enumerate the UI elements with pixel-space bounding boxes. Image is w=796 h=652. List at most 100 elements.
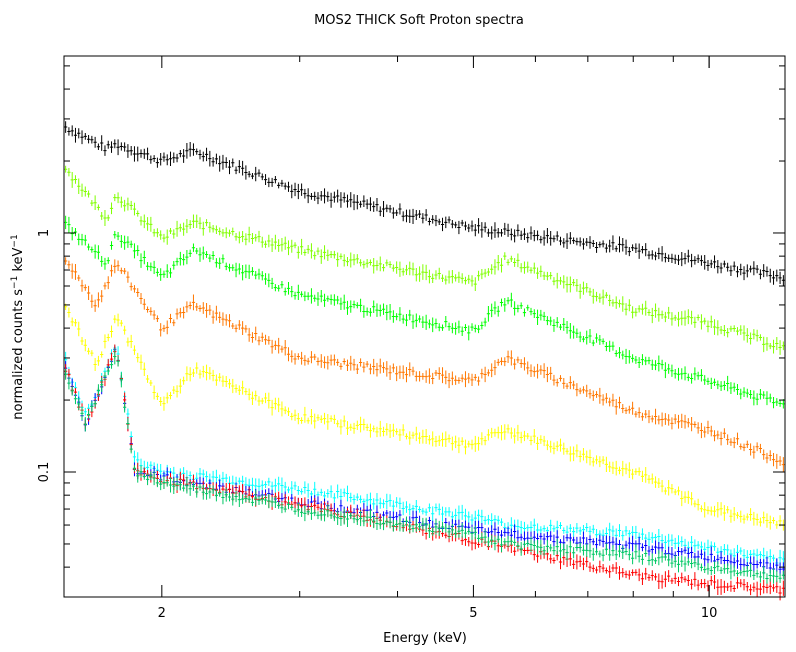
data-point bbox=[417, 266, 422, 282]
data-point bbox=[490, 363, 494, 378]
data-point bbox=[444, 275, 448, 285]
data-point bbox=[653, 534, 658, 541]
data-point bbox=[263, 273, 268, 285]
data-point bbox=[332, 512, 336, 522]
data-point bbox=[535, 539, 540, 554]
data-point bbox=[208, 305, 212, 316]
data-point bbox=[644, 410, 648, 419]
data-point bbox=[552, 557, 556, 564]
data-point bbox=[116, 313, 120, 327]
data-point bbox=[519, 302, 523, 310]
data-point bbox=[372, 258, 376, 274]
data-point bbox=[300, 488, 304, 495]
data-point bbox=[558, 438, 563, 452]
data-point bbox=[109, 202, 114, 215]
data-point bbox=[762, 511, 766, 524]
data-point bbox=[273, 284, 277, 292]
data-point bbox=[300, 351, 304, 365]
data-point bbox=[198, 305, 202, 312]
data-point bbox=[447, 507, 451, 517]
data-point bbox=[208, 150, 212, 167]
data-point bbox=[771, 568, 776, 584]
data-point bbox=[765, 452, 769, 464]
data-point bbox=[539, 526, 543, 534]
data-point bbox=[211, 485, 215, 495]
data-point bbox=[267, 273, 271, 288]
data-point bbox=[460, 437, 464, 446]
data-point bbox=[637, 305, 641, 313]
data-point bbox=[585, 556, 589, 568]
data-point bbox=[549, 440, 553, 453]
data-point bbox=[175, 153, 179, 163]
data-point bbox=[568, 541, 572, 553]
data-point bbox=[506, 350, 510, 363]
data-point bbox=[247, 388, 251, 401]
data-point bbox=[398, 428, 402, 441]
data-point bbox=[778, 573, 782, 583]
data-point bbox=[673, 489, 677, 496]
data-point bbox=[486, 228, 491, 237]
data-point bbox=[653, 540, 658, 554]
data-point bbox=[77, 128, 81, 139]
data-point bbox=[421, 373, 425, 380]
data-point bbox=[342, 358, 346, 365]
data-point bbox=[437, 267, 441, 280]
data-point bbox=[585, 543, 589, 558]
data-point bbox=[404, 366, 409, 383]
data-point bbox=[257, 396, 261, 406]
data-point bbox=[355, 514, 359, 525]
data-point bbox=[768, 268, 772, 283]
data-point bbox=[483, 222, 487, 233]
data-point bbox=[499, 537, 504, 553]
data-point bbox=[309, 288, 314, 304]
data-point bbox=[712, 574, 717, 590]
data-point bbox=[522, 228, 527, 240]
data-point bbox=[591, 390, 595, 401]
data-point bbox=[696, 498, 700, 511]
data-point bbox=[617, 466, 622, 475]
data-point bbox=[424, 508, 428, 516]
data-point bbox=[172, 260, 176, 270]
data-point bbox=[198, 247, 202, 262]
data-point bbox=[640, 553, 645, 565]
data-point bbox=[437, 367, 441, 380]
data-point bbox=[306, 508, 310, 515]
data-point bbox=[322, 508, 327, 522]
data-point bbox=[345, 485, 350, 502]
data-point bbox=[398, 365, 402, 379]
data-point bbox=[286, 486, 291, 494]
data-point bbox=[408, 362, 412, 377]
data-point bbox=[706, 377, 710, 385]
data-point bbox=[145, 306, 150, 313]
data-point bbox=[739, 557, 743, 572]
data-point bbox=[568, 322, 572, 339]
data-point bbox=[362, 195, 366, 207]
data-point bbox=[336, 510, 340, 525]
data-point bbox=[73, 263, 78, 280]
data-point bbox=[155, 268, 160, 277]
data-point bbox=[191, 143, 196, 156]
data-point bbox=[644, 540, 648, 551]
y-tick-label: 1 bbox=[37, 229, 52, 237]
data-point bbox=[381, 201, 386, 217]
data-point bbox=[237, 263, 241, 275]
data-point bbox=[375, 303, 379, 317]
data-point bbox=[693, 316, 697, 328]
data-point bbox=[771, 517, 776, 524]
data-point bbox=[601, 338, 605, 345]
data-point bbox=[326, 504, 330, 518]
data-point bbox=[486, 306, 491, 322]
data-point bbox=[722, 505, 726, 521]
data-point bbox=[457, 377, 461, 384]
data-point bbox=[444, 431, 448, 447]
data-point bbox=[726, 327, 730, 338]
data-point bbox=[201, 246, 205, 260]
data-point bbox=[300, 291, 304, 298]
data-point bbox=[493, 522, 497, 537]
data-point bbox=[467, 373, 471, 384]
data-point bbox=[388, 205, 392, 213]
data-point bbox=[126, 271, 130, 283]
data-point bbox=[336, 189, 340, 203]
data-point bbox=[172, 478, 176, 495]
data-point bbox=[132, 146, 137, 162]
